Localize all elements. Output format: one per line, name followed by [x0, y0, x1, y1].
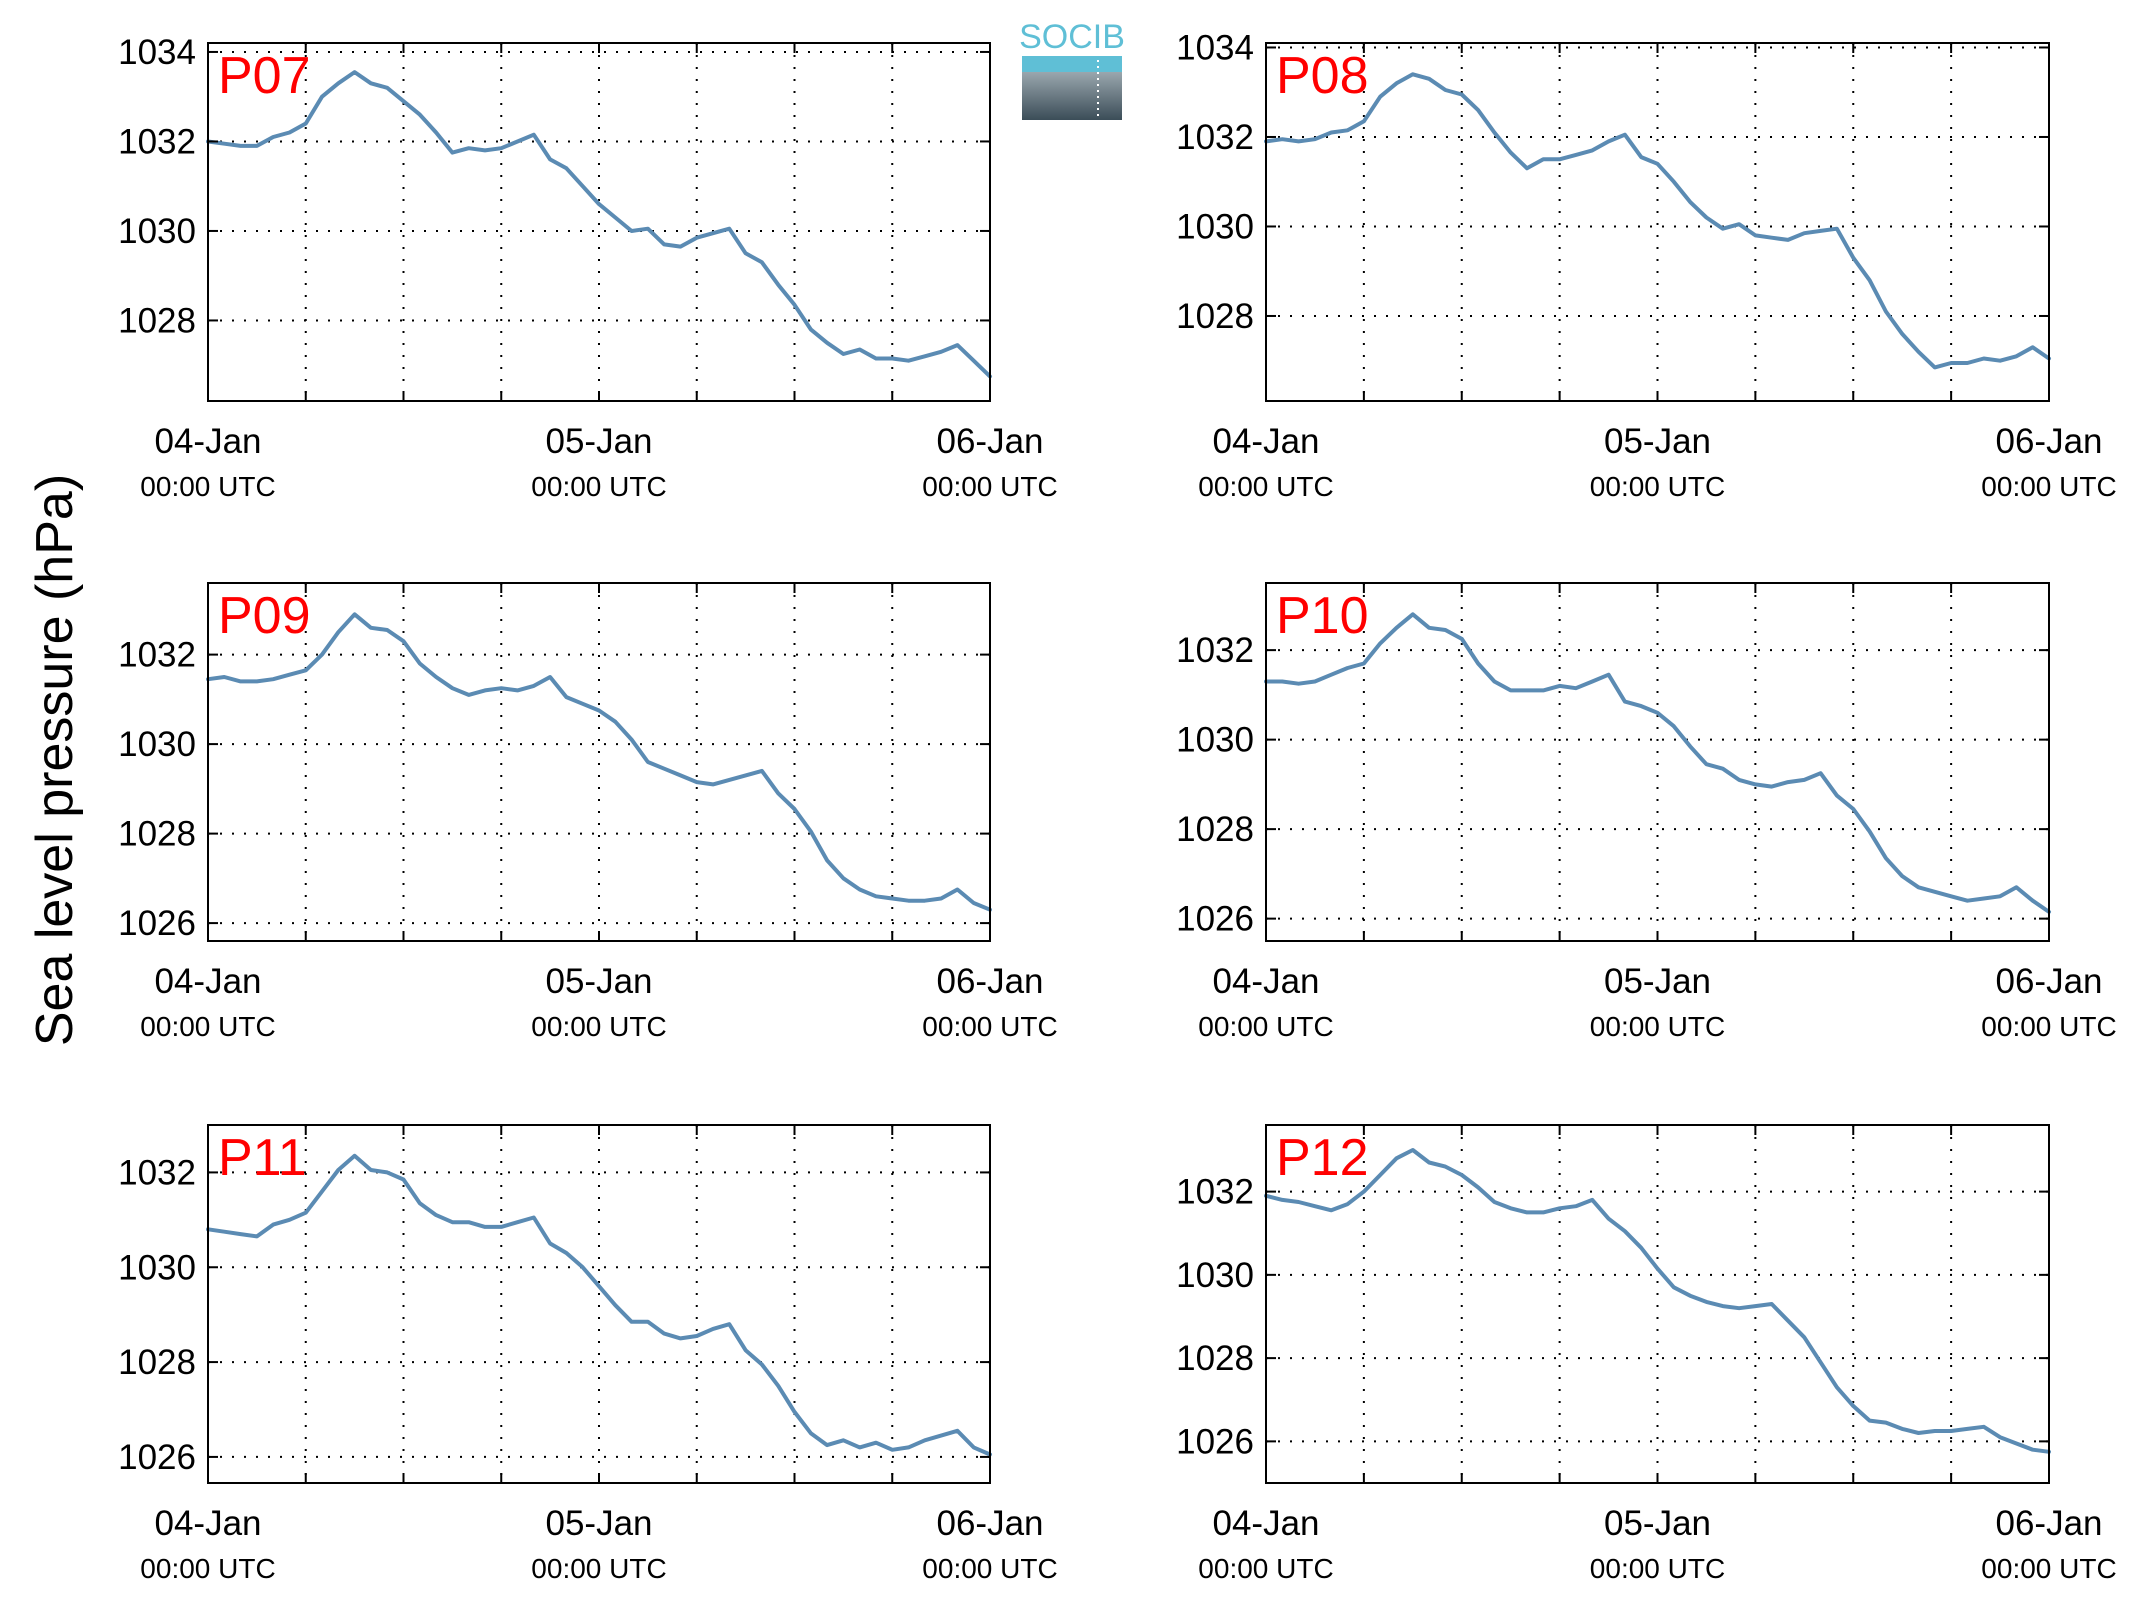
- x-tick-label-date: 04-Jan: [1212, 422, 1319, 461]
- series-line-p09: [206, 612, 992, 912]
- x-tick-label-date: 05-Jan: [545, 422, 652, 461]
- x-tick-label-date: 04-Jan: [1212, 1504, 1319, 1543]
- x-tick-label-time: 00:00 UTC: [1198, 1011, 1333, 1042]
- socib-logo: SOCIB: [1019, 18, 1125, 120]
- y-tick-label: 1034: [118, 33, 196, 72]
- plot-area: [1266, 43, 2049, 401]
- y-tick-label: 1028: [1176, 810, 1254, 849]
- x-tick-label-date: 04-Jan: [154, 1504, 261, 1543]
- x-tick-label-time: 00:00 UTC: [1981, 471, 2116, 502]
- x-tick-label-time: 00:00 UTC: [140, 1553, 275, 1584]
- y-tick-label: 1030: [118, 212, 196, 251]
- panel-label: P07: [218, 47, 311, 105]
- x-tick-label-time: 00:00 UTC: [531, 1011, 666, 1042]
- panel-p10: 1026 1028 1030 1032 04-Jan 00:00 UTC 05-Jan 00:…: [1176, 582, 2117, 1042]
- x-tick-label-time: 00:00 UTC: [140, 471, 275, 502]
- y-tick-label: 1030: [1176, 207, 1254, 246]
- x-tick-label-time: 00:00 UTC: [1981, 1011, 2116, 1042]
- x-tick-label-date: 04-Jan: [154, 422, 261, 461]
- series-line-p12: [1264, 1148, 2051, 1454]
- panel-p08: 1028 1030 1032 1034 04-Jan 00:00 UTC 05-Jan 00:…: [1176, 28, 2117, 502]
- y-tick-label: 1030: [118, 725, 196, 764]
- y-tick-label: 1026: [1176, 900, 1254, 939]
- series-line-p08: [1264, 72, 2051, 370]
- x-tick-label-date: 04-Jan: [154, 962, 261, 1001]
- y-tick-label: 1032: [1176, 1173, 1254, 1212]
- x-tick-label-time: 00:00 UTC: [922, 1011, 1057, 1042]
- y-tick-label: 1028: [1176, 297, 1254, 336]
- y-tick-label: 1030: [118, 1248, 196, 1287]
- x-tick-label-date: 06-Jan: [936, 422, 1043, 461]
- x-tick-label-date: 06-Jan: [1995, 1504, 2102, 1543]
- logo-text: SOCIB: [1019, 18, 1125, 56]
- panel-p11: 1026 1028 1030 1032 04-Jan 00:00 UTC 05-Jan 00:…: [118, 1124, 1058, 1584]
- y-tick-label: 1028: [118, 301, 196, 340]
- y-tick-label: 1028: [118, 815, 196, 854]
- panel-p09: 1026 1028 1030 1032 04-Jan 00:00 UTC 05-Jan 00:…: [118, 582, 1058, 1042]
- series-line-p07: [206, 70, 992, 379]
- plot-area: [1266, 583, 2049, 941]
- y-tick-label: 1026: [118, 904, 196, 943]
- series-line-p10: [1264, 612, 2051, 914]
- panel-label: P12: [1276, 1129, 1369, 1187]
- panel-label: P08: [1276, 47, 1369, 105]
- y-tick-label: 1030: [1176, 721, 1254, 760]
- x-tick-label-time: 00:00 UTC: [922, 1553, 1057, 1584]
- panel-label: P11: [218, 1129, 307, 1187]
- y-tick-label: 1028: [1176, 1339, 1254, 1378]
- y-tick-label: 1026: [118, 1438, 196, 1477]
- x-tick-label-date: 05-Jan: [1604, 962, 1711, 1001]
- x-tick-label-time: 00:00 UTC: [1590, 471, 1725, 502]
- x-tick-label-date: 06-Jan: [1995, 962, 2102, 1001]
- y-tick-label: 1032: [1176, 631, 1254, 670]
- y-tick-label: 1032: [118, 1153, 196, 1192]
- x-tick-label-time: 00:00 UTC: [1590, 1011, 1725, 1042]
- x-tick-label-time: 00:00 UTC: [531, 471, 666, 502]
- y-tick-label: 1028: [118, 1343, 196, 1382]
- y-axis-label: Sea level pressure (hPa): [26, 474, 84, 1046]
- panels: 1028 1030 1032 1034 04-Jan 00:00 UTC 05-Jan 00:…: [118, 28, 2117, 1584]
- y-tick-label: 1026: [1176, 1422, 1254, 1461]
- y-tick-label: 1030: [1176, 1256, 1254, 1295]
- x-tick-label-time: 00:00 UTC: [1198, 1553, 1333, 1584]
- y-tick-label: 1034: [1176, 28, 1254, 67]
- x-tick-label-date: 04-Jan: [1212, 962, 1319, 1001]
- x-tick-label-date: 06-Jan: [936, 962, 1043, 1001]
- plot-area: [208, 43, 990, 401]
- panel-label: P10: [1276, 587, 1369, 645]
- y-tick-label: 1032: [1176, 118, 1254, 157]
- x-tick-label-time: 00:00 UTC: [1981, 1553, 2116, 1584]
- plot-area: [1266, 1125, 2049, 1483]
- panel-p07: 1028 1030 1032 1034 04-Jan 00:00 UTC 05-Jan 00:…: [118, 33, 1058, 502]
- panel-p12: 1026 1028 1030 1032 04-Jan 00:00 UTC 05-Jan 00:…: [1176, 1124, 2117, 1584]
- panel-label: P09: [218, 587, 311, 645]
- y-tick-label: 1032: [118, 122, 196, 161]
- x-tick-label-date: 06-Jan: [1995, 422, 2102, 461]
- x-tick-label-time: 00:00 UTC: [1590, 1553, 1725, 1584]
- x-tick-label-date: 05-Jan: [545, 1504, 652, 1543]
- x-tick-label-time: 00:00 UTC: [1198, 471, 1333, 502]
- x-tick-label-time: 00:00 UTC: [531, 1553, 666, 1584]
- x-tick-label-date: 05-Jan: [1604, 1504, 1711, 1543]
- x-tick-label-time: 00:00 UTC: [140, 1011, 275, 1042]
- y-tick-label: 1032: [118, 636, 196, 675]
- plot-area: [208, 583, 990, 941]
- x-tick-label-date: 06-Jan: [936, 1504, 1043, 1543]
- x-tick-label-time: 00:00 UTC: [922, 471, 1057, 502]
- series-line-p11: [206, 1153, 992, 1457]
- plot-area: [208, 1125, 990, 1483]
- x-tick-label-date: 05-Jan: [545, 962, 652, 1001]
- x-tick-label-date: 05-Jan: [1604, 422, 1711, 461]
